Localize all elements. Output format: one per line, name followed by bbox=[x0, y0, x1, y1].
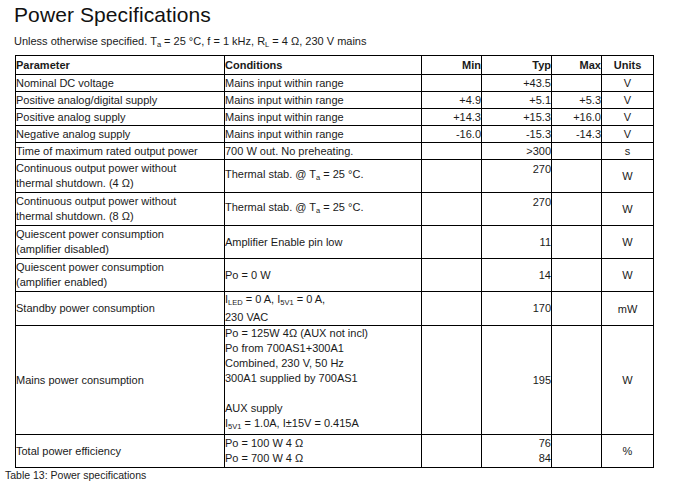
cell-units: V bbox=[602, 109, 654, 126]
table-caption: Table 13: Power specifications bbox=[5, 469, 146, 481]
cell-parameter: Time of maximum rated output power bbox=[16, 143, 225, 160]
header-conditions: Conditions bbox=[225, 56, 422, 75]
cell-min bbox=[422, 193, 482, 226]
cell-min: +4.9 bbox=[422, 92, 482, 109]
header-parameter: Parameter bbox=[16, 56, 225, 75]
cell-units: V bbox=[602, 92, 654, 109]
header-min: Min bbox=[422, 56, 482, 75]
table-header: Parameter Conditions Min Typ Max Units bbox=[16, 56, 654, 75]
cell-conditions: ILED = 0 A, I5V1 = 0 A,230 VAC bbox=[225, 292, 422, 326]
cell-units: W bbox=[602, 160, 654, 193]
cell-conditions: Po = 125W 4Ω (AUX not incl)Po from 700AS… bbox=[225, 326, 422, 435]
table-row: Time of maximum rated output power700 W … bbox=[16, 143, 654, 160]
cell-max bbox=[552, 435, 602, 468]
cell-typ: +43.5 bbox=[482, 75, 552, 92]
cell-typ: 14 bbox=[482, 259, 552, 292]
cell-parameter: Positive analog supply bbox=[16, 109, 225, 126]
header-row: Parameter Conditions Min Typ Max Units bbox=[16, 56, 654, 75]
cell-max bbox=[552, 143, 602, 160]
cell-conditions: Mains input within range bbox=[225, 126, 422, 143]
cell-conditions: 700 W out. No preheating. bbox=[225, 143, 422, 160]
cell-units: mW bbox=[602, 292, 654, 326]
table-row: Standby power consumptionILED = 0 A, I5V… bbox=[16, 292, 654, 326]
cell-min bbox=[422, 226, 482, 259]
cell-min bbox=[422, 160, 482, 193]
cell-conditions: Mains input within range bbox=[225, 92, 422, 109]
cell-min: -16.0 bbox=[422, 126, 482, 143]
cell-parameter: Quiescent power consumption(amplifier en… bbox=[16, 259, 225, 292]
spec-table-body: Nominal DC voltageMains input within ran… bbox=[16, 75, 654, 468]
cell-parameter: Nominal DC voltage bbox=[16, 75, 225, 92]
cell-units: W bbox=[602, 226, 654, 259]
cell-typ: 195 bbox=[482, 326, 552, 435]
cell-typ: 11 bbox=[482, 226, 552, 259]
cell-units: W bbox=[602, 326, 654, 435]
cell-max bbox=[552, 160, 602, 193]
cell-min bbox=[422, 143, 482, 160]
page-title: Power Specifications bbox=[14, 3, 211, 27]
cell-max bbox=[552, 193, 602, 226]
table-row: Positive analog supplyMains input within… bbox=[16, 109, 654, 126]
table-row: Negative analog supplyMains input within… bbox=[16, 126, 654, 143]
cell-parameter: Total power efficiency bbox=[16, 435, 225, 468]
cell-parameter: Continuous output power withoutthermal s… bbox=[16, 193, 225, 226]
cell-min bbox=[422, 259, 482, 292]
cell-units: V bbox=[602, 75, 654, 92]
cell-units: % bbox=[602, 435, 654, 468]
cell-parameter: Continuous output power withoutthermal s… bbox=[16, 160, 225, 193]
cell-max: +5.3 bbox=[552, 92, 602, 109]
cell-parameter: Mains power consumption bbox=[16, 326, 225, 435]
cell-min bbox=[422, 326, 482, 435]
cell-conditions: Mains input within range bbox=[225, 75, 422, 92]
table-row: Nominal DC voltageMains input within ran… bbox=[16, 75, 654, 92]
cell-max bbox=[552, 226, 602, 259]
header-typ: Typ bbox=[482, 56, 552, 75]
cell-max: -14.3 bbox=[552, 126, 602, 143]
cell-parameter: Negative analog supply bbox=[16, 126, 225, 143]
cell-conditions: Mains input within range bbox=[225, 109, 422, 126]
cell-max bbox=[552, 326, 602, 435]
cell-conditions: Thermal stab. @ Ta = 25 °C. bbox=[225, 193, 422, 226]
cell-typ: 270 bbox=[482, 160, 552, 193]
cell-units: V bbox=[602, 126, 654, 143]
cell-conditions: Po = 100 W 4 ΩPo = 700 W 4 Ω bbox=[225, 435, 422, 468]
cell-min bbox=[422, 435, 482, 468]
cell-max: +16.0 bbox=[552, 109, 602, 126]
cell-max bbox=[552, 259, 602, 292]
cell-units: W bbox=[602, 259, 654, 292]
cell-min: +14.3 bbox=[422, 109, 482, 126]
cell-conditions: Po = 0 W bbox=[225, 259, 422, 292]
header-max: Max bbox=[552, 56, 602, 75]
table-row: Continuous output power withoutthermal s… bbox=[16, 193, 654, 226]
cell-units: s bbox=[602, 143, 654, 160]
cell-max bbox=[552, 292, 602, 326]
cell-min bbox=[422, 292, 482, 326]
power-spec-table: Parameter Conditions Min Typ Max Units N… bbox=[15, 55, 654, 468]
cell-conditions: Amplifier Enable pin low bbox=[225, 226, 422, 259]
cell-parameter: Standby power consumption bbox=[16, 292, 225, 326]
header-units: Units bbox=[602, 56, 654, 75]
cell-min bbox=[422, 75, 482, 92]
cell-typ: +5.1 bbox=[482, 92, 552, 109]
cell-typ: +15.3 bbox=[482, 109, 552, 126]
table-row: Mains power consumptionPo = 125W 4Ω (AUX… bbox=[16, 326, 654, 435]
table-row: Continuous output power withoutthermal s… bbox=[16, 160, 654, 193]
cell-conditions: Thermal stab. @ Ta = 25 °C. bbox=[225, 160, 422, 193]
cell-typ: >300 bbox=[482, 143, 552, 160]
cell-parameter: Quiescent power consumption(amplifier di… bbox=[16, 226, 225, 259]
table-preamble: Unless otherwise specified. Ta = 25 °C, … bbox=[14, 35, 366, 49]
table-row: Quiescent power consumption(amplifier en… bbox=[16, 259, 654, 292]
cell-typ: 7684 bbox=[482, 435, 552, 468]
cell-typ: -15.3 bbox=[482, 126, 552, 143]
cell-typ: 170 bbox=[482, 292, 552, 326]
cell-typ: 270 bbox=[482, 193, 552, 226]
table-row: Total power efficiencyPo = 100 W 4 ΩPo =… bbox=[16, 435, 654, 468]
cell-max bbox=[552, 75, 602, 92]
cell-parameter: Positive analog/digital supply bbox=[16, 92, 225, 109]
cell-units: W bbox=[602, 193, 654, 226]
table-row: Quiescent power consumption(amplifier di… bbox=[16, 226, 654, 259]
table-row: Positive analog/digital supplyMains inpu… bbox=[16, 92, 654, 109]
